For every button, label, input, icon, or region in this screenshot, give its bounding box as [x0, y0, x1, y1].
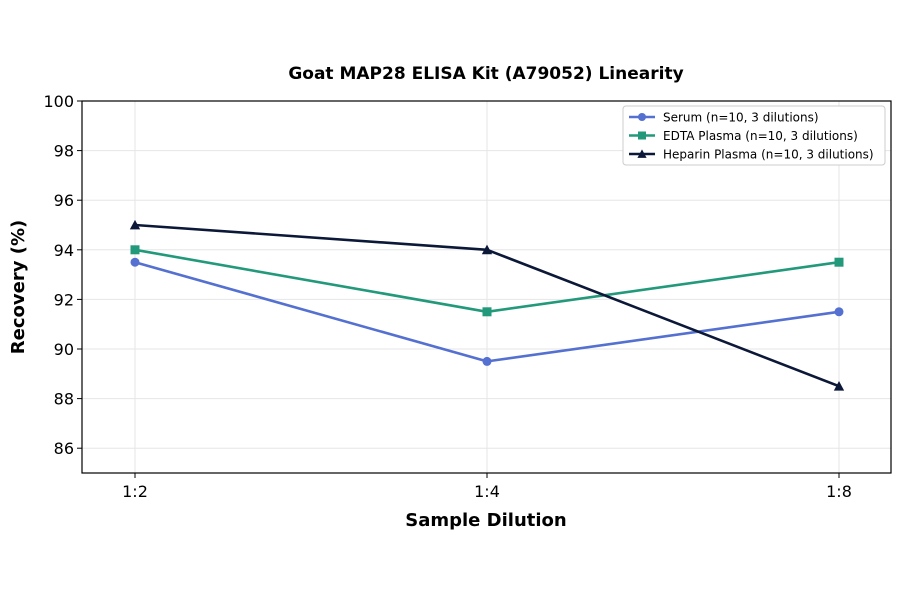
- legend: Serum (n=10, 3 dilutions) EDTA Plasma (n=…: [622, 105, 886, 166]
- data-point: [129, 219, 141, 230]
- data-point: [481, 244, 493, 255]
- legend-marker: [638, 131, 646, 140]
- series-1: [130, 245, 844, 317]
- series-0: [130, 257, 844, 366]
- y-tick-label: 98: [54, 142, 74, 161]
- x-axis-label: Sample Dilution: [405, 510, 566, 531]
- x-tick-label: 1:4: [474, 482, 500, 501]
- data-point: [834, 307, 844, 317]
- y-tick-label: 100: [43, 92, 74, 111]
- series-2: [129, 219, 845, 391]
- data-point: [482, 356, 492, 366]
- y-axis: 86 88 90 92 94 96 98 100: [43, 92, 82, 458]
- y-tick-label: 92: [54, 290, 74, 309]
- data-point: [833, 381, 845, 391]
- x-tick-label: 1:2: [122, 482, 148, 501]
- series-layer: [129, 219, 845, 391]
- y-tick-label: 96: [54, 191, 74, 210]
- x-tick-label: 1:8: [826, 482, 852, 501]
- x-axis: 1:2 1:4 1:8: [122, 473, 852, 501]
- legend-box: [622, 105, 886, 166]
- legend-label: EDTA Plasma (n=10, 3 dilutions): [663, 129, 858, 143]
- y-axis-label: Recovery (%): [8, 220, 29, 354]
- data-point: [130, 245, 140, 255]
- y-tick-label: 90: [54, 340, 74, 359]
- data-point: [482, 307, 492, 317]
- legend-label: Serum (n=10, 3 dilutions): [663, 111, 819, 125]
- data-point: [130, 257, 140, 267]
- legend-item: EDTA Plasma (n=10, 3 dilutions): [629, 129, 858, 143]
- legend-marker: [638, 113, 646, 121]
- legend-label: Heparin Plasma (n=10, 3 dilutions): [663, 148, 874, 162]
- legend-marker: [637, 149, 647, 158]
- y-tick-label: 86: [54, 439, 74, 458]
- y-tick-label: 88: [54, 390, 74, 409]
- legend-item: Serum (n=10, 3 dilutions): [629, 111, 819, 125]
- data-point: [834, 257, 844, 267]
- y-tick-label: 94: [54, 241, 74, 260]
- legend-item: Heparin Plasma (n=10, 3 dilutions): [629, 148, 874, 162]
- chart-title: Goat MAP28 ELISA Kit (A79052) Linearity: [288, 64, 683, 84]
